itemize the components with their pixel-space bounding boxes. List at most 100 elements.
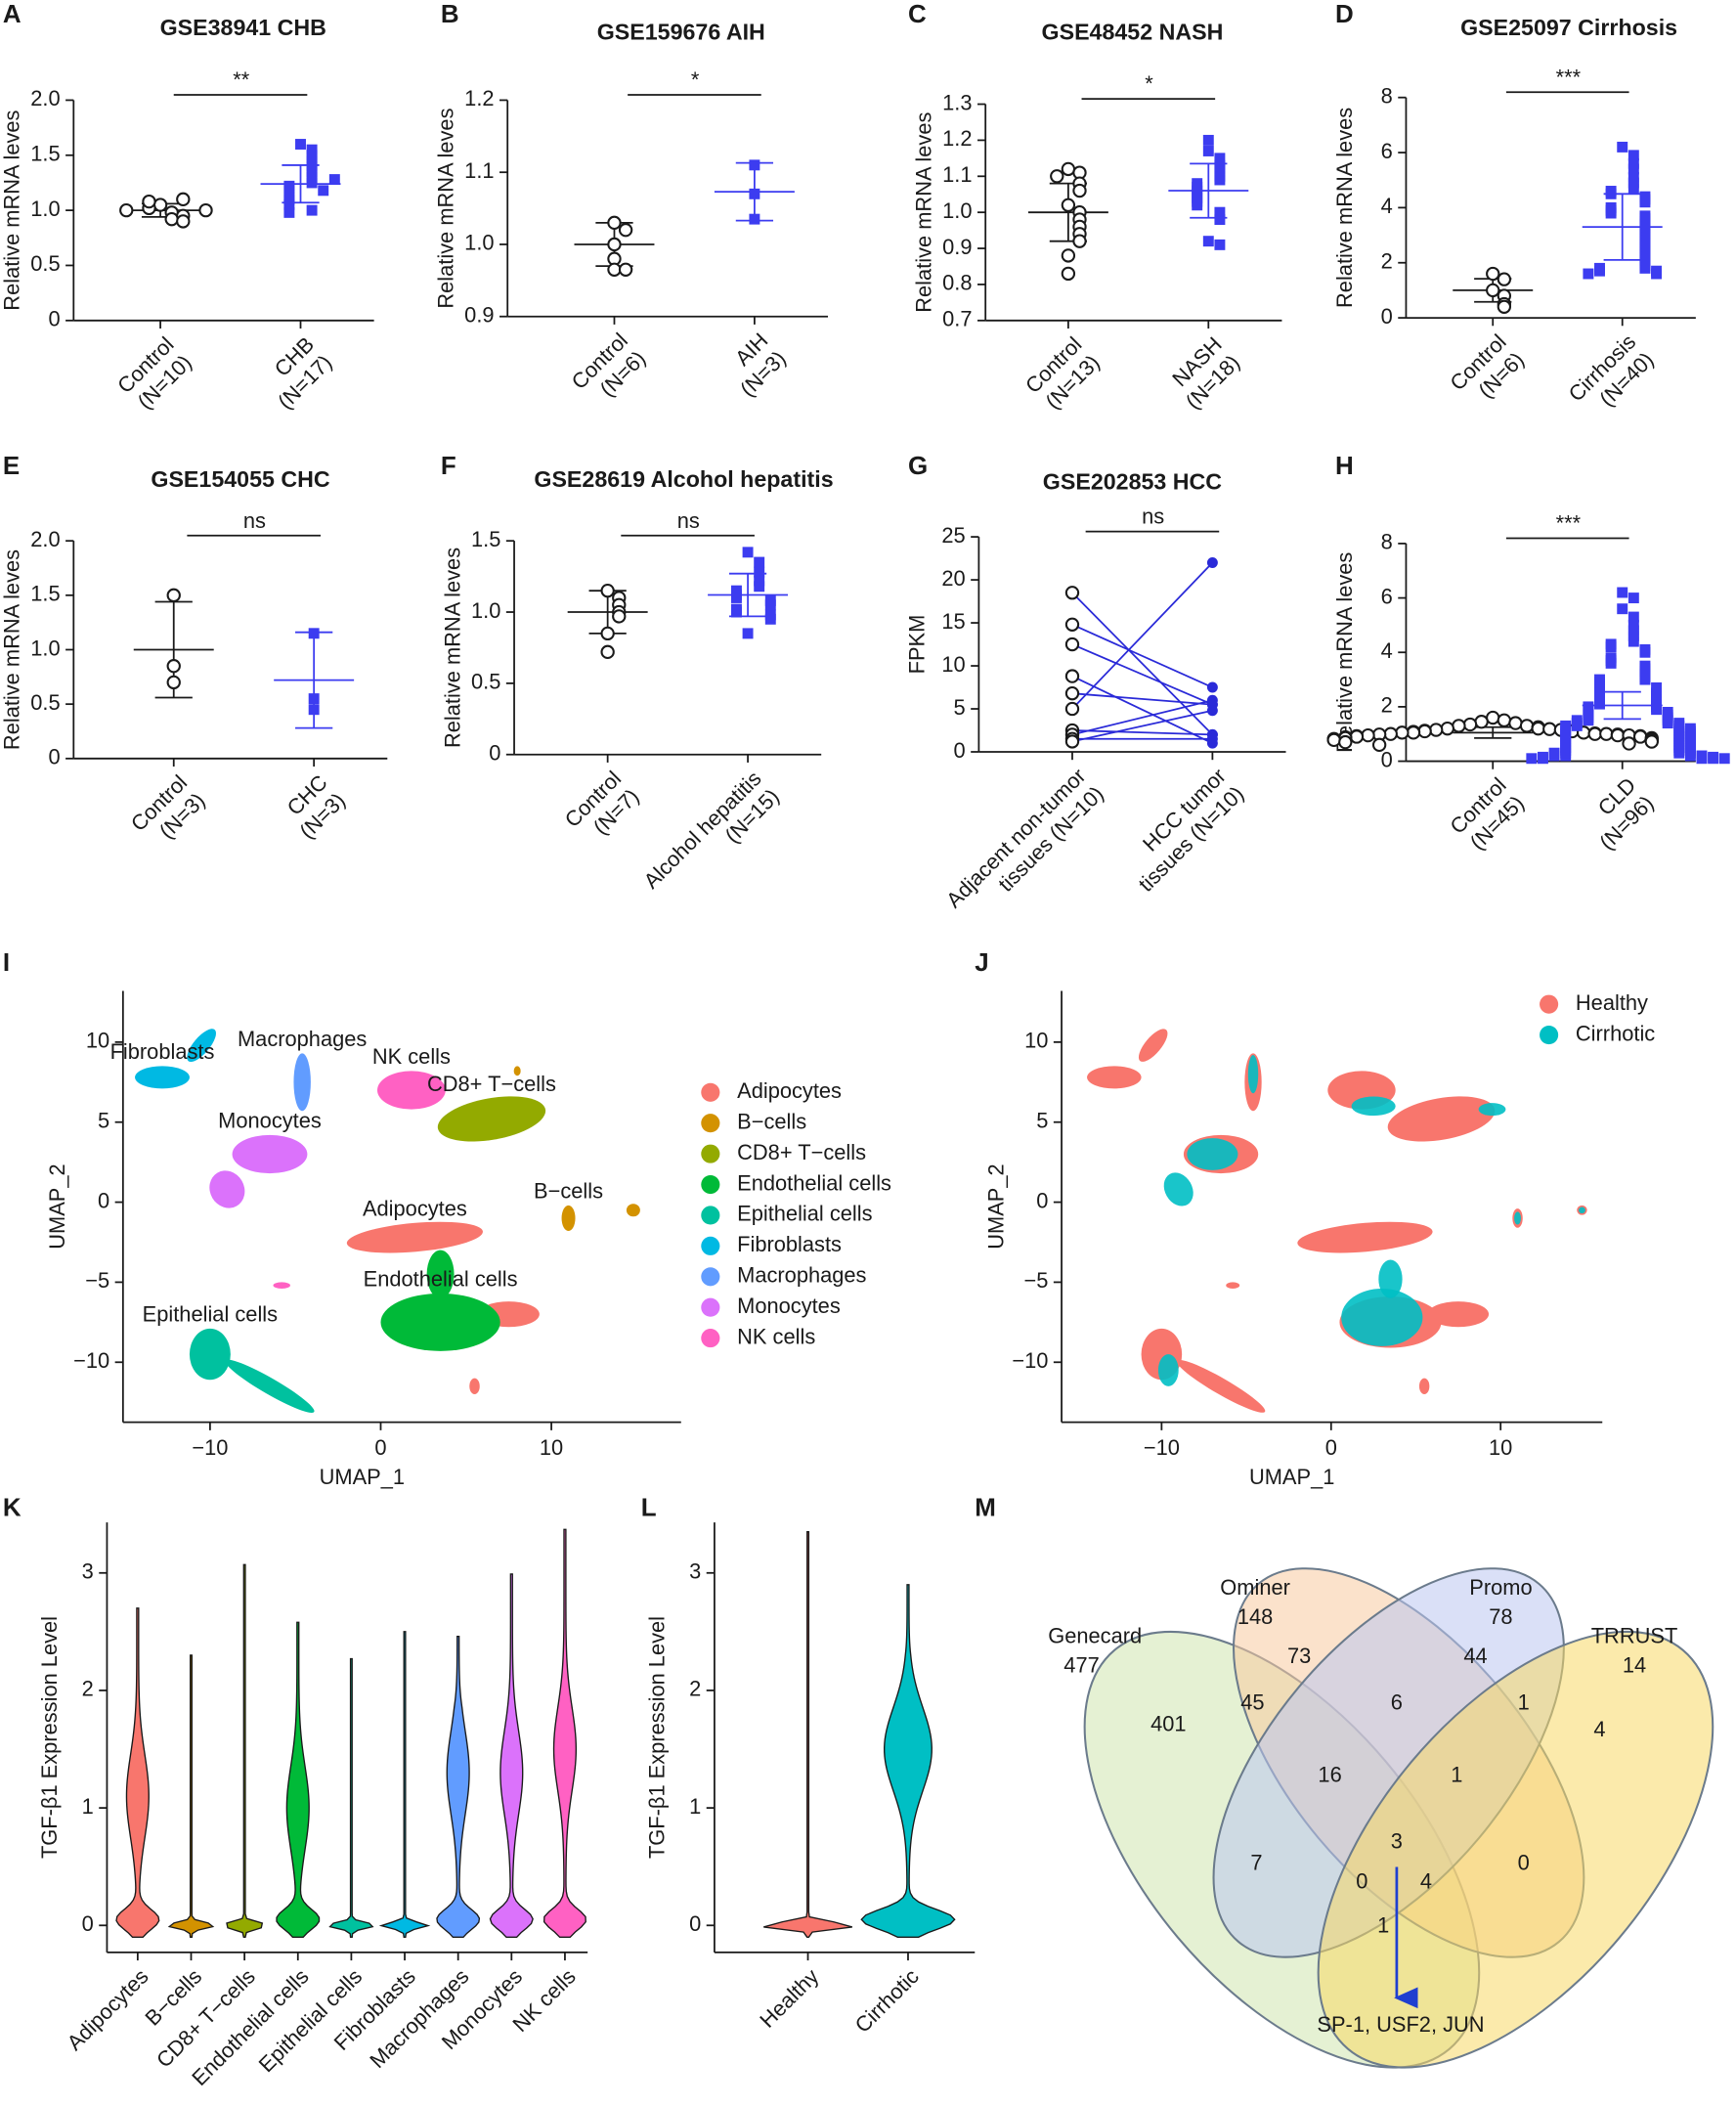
data-point [1628, 636, 1639, 647]
y-tick-label: 1.0 [471, 598, 500, 623]
data-point [1061, 161, 1076, 177]
legend-label: Monocytes [737, 1294, 841, 1318]
legend-label: NK cells [737, 1324, 815, 1348]
data-point [754, 575, 765, 587]
y-tick-label: 0 [689, 1911, 701, 1936]
cell-cluster [346, 1221, 483, 1253]
cell-cluster [469, 1378, 480, 1395]
data-point [1497, 713, 1512, 727]
violin [226, 1563, 264, 1938]
data-point [1064, 586, 1080, 600]
data-point [295, 139, 306, 150]
panel-title: GSE25097 Cirrhosis [1460, 15, 1677, 40]
region-count: 4 [1420, 1869, 1432, 1894]
y-tick-label: 0 [489, 740, 500, 765]
cluster-label: Adipocytes [363, 1197, 467, 1221]
panel-letter: E [3, 453, 20, 480]
data-point [607, 215, 622, 231]
cell-cluster [1387, 1096, 1496, 1142]
data-point [612, 609, 627, 624]
data-point [1622, 736, 1636, 751]
panel-letter: M [975, 1494, 996, 1521]
y-tick-label: 0 [1381, 747, 1393, 771]
cell-cluster [1187, 1138, 1238, 1170]
data-point [1628, 157, 1639, 169]
x-tick-label: 10 [540, 1435, 563, 1460]
set-size: 148 [1237, 1604, 1273, 1629]
x-tick-label: −10 [192, 1435, 228, 1460]
significance-label: ns [1142, 505, 1164, 529]
data-point [607, 237, 622, 252]
data-point [754, 581, 765, 592]
data-point [742, 547, 754, 558]
panel-letter: C [908, 1, 927, 28]
panel-letter: L [641, 1494, 657, 1521]
violin [378, 1631, 431, 1938]
significance-label: *** [1556, 511, 1582, 536]
y-tick-label: 0 [98, 1188, 109, 1212]
data-point [164, 211, 179, 227]
data-point [119, 202, 134, 218]
data-point [1338, 734, 1353, 750]
cluster-label: Fibroblasts [110, 1039, 215, 1064]
pair-line [1071, 675, 1213, 744]
legend-swatch [701, 1114, 720, 1133]
y-tick-label: 1.0 [464, 231, 494, 255]
data-point [749, 188, 760, 199]
data-point [1610, 727, 1626, 743]
y-axis-label: FPKM [905, 615, 930, 675]
data-point [1599, 726, 1614, 741]
y-tick-label: 1.1 [464, 158, 494, 183]
y-axis-label: Relative mRNA leves [1332, 552, 1357, 753]
data-point [749, 213, 760, 225]
legend-swatch [1540, 994, 1559, 1014]
data-point [328, 174, 340, 186]
pair-line [1071, 709, 1213, 743]
data-point [1064, 701, 1080, 717]
y-tick-label: 3 [689, 1559, 701, 1584]
y-tick-label: −5 [85, 1268, 109, 1293]
legend-label: Fibroblasts [737, 1232, 842, 1256]
significance-label: ** [233, 67, 250, 92]
data-point [754, 556, 765, 568]
data-point [1202, 134, 1214, 146]
y-tick-label: 0.5 [30, 690, 60, 715]
x-tick-label: Healthy [755, 1964, 823, 2033]
data-point [1583, 268, 1594, 280]
y-axis-label: Relative mRNA leves [1332, 108, 1357, 308]
data-point [1594, 265, 1605, 277]
data-point [1519, 719, 1535, 733]
cell-cluster [1247, 1054, 1259, 1094]
data-point [1486, 710, 1500, 725]
data-point [1594, 698, 1605, 710]
legend-label: Healthy [1576, 990, 1648, 1015]
data-point [1587, 726, 1602, 741]
data-point [166, 588, 181, 603]
region-count: 1 [1518, 1690, 1530, 1715]
data-point [1061, 266, 1076, 282]
y-tick-label: 0.5 [471, 670, 500, 694]
significance-label: ns [677, 508, 700, 533]
panel-title: GSE48452 NASH [1042, 19, 1224, 44]
significance-label: * [691, 67, 700, 92]
violin [436, 1635, 481, 1938]
cell-cluster [437, 1096, 546, 1142]
violin [542, 1528, 586, 1938]
data-point [1662, 718, 1673, 729]
data-point [283, 194, 295, 205]
pair-line [1071, 643, 1213, 706]
x-tick-label: Control(N=6) [567, 329, 651, 402]
y-tick-label: 15 [941, 609, 965, 634]
panel-letter: B [441, 1, 459, 28]
y-tick-label: 1.0 [30, 636, 60, 660]
y-tick-label: 6 [1381, 584, 1393, 608]
significance-label: ns [243, 508, 266, 533]
y-tick-label: 1.0 [942, 198, 972, 223]
pair-line [1071, 699, 1213, 736]
x-tick-label: Control(N=13) [1020, 332, 1105, 415]
y-tick-label: 0 [48, 745, 60, 769]
y-tick-label: −5 [1023, 1268, 1048, 1293]
data-point [1497, 272, 1512, 286]
y-tick-label: 5 [954, 695, 966, 720]
data-point [306, 166, 318, 178]
